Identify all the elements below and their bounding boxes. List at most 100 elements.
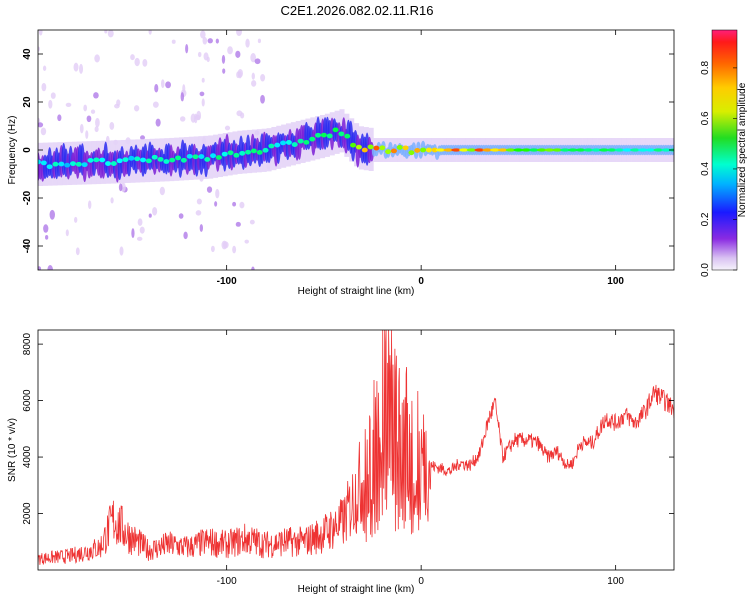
ridge-core-mark (591, 148, 602, 152)
ridge-core-mark (598, 148, 609, 152)
ridge-core-mark (560, 148, 571, 152)
ridge-core-mark (425, 147, 432, 153)
ridge-core-mark (110, 161, 117, 166)
speckle-mark (193, 113, 198, 124)
speckle-mark (235, 50, 241, 58)
ridge-core-mark (431, 147, 438, 153)
ridge-core-mark (204, 157, 211, 162)
speckle-mark (38, 122, 44, 128)
speckle-mark (214, 201, 218, 207)
ridge-core-mark (645, 148, 656, 152)
ridge-core-mark (315, 132, 322, 138)
speckle-mark (137, 218, 143, 226)
speckle-mark (257, 38, 261, 44)
spectrogram-x-ticks: -100 0 100 (217, 30, 624, 287)
speckle-mark (43, 224, 49, 233)
speckle-mark (203, 52, 209, 61)
ridge-core-mark (544, 148, 555, 152)
speckle-mark (50, 92, 56, 99)
speckle-mark (185, 43, 189, 54)
speckle-mark (180, 92, 185, 102)
ridge-core-mark (70, 161, 77, 167)
speckle-mark (79, 123, 84, 134)
speckle-mark (73, 62, 79, 72)
ridge-core-mark (285, 140, 292, 145)
ridge-core-mark (40, 160, 47, 166)
speckle-mark (74, 216, 78, 223)
spectrogram-y-axis-label: Frequency (Hz) (7, 116, 18, 185)
snr-x-tick-label: 100 (607, 576, 624, 587)
speckle-mark (155, 118, 161, 127)
spectrogram-y-tick-label: 40 (22, 48, 33, 60)
speckle-mark (238, 71, 242, 79)
ridge-core-mark (344, 133, 351, 139)
speckle-mark (107, 30, 114, 38)
ridge-core-mark (373, 145, 380, 151)
speckle-mark (119, 246, 124, 256)
ridge-core-mark (583, 148, 594, 152)
speckle-mark (215, 188, 220, 199)
ridge-core-mark (521, 148, 532, 152)
chart-title: C2E1.2026.082.02.11.R16 (281, 3, 434, 18)
speckle-mark (165, 81, 172, 89)
colorbar: 0.0 0.2 0.4 0.6 0.8 Normalized spectral ampl… (700, 29, 748, 277)
speckle-mark (45, 235, 49, 240)
speckle-mark (232, 201, 237, 207)
ridge-core-mark (653, 148, 664, 152)
spectrogram-y-tick-label: 20 (22, 96, 33, 108)
ridge-core-mark (350, 142, 357, 148)
speckle-mark (49, 209, 55, 220)
ridge-core-mark (93, 157, 100, 163)
speckle-mark (42, 65, 47, 71)
snr-x-tick-label: 0 (418, 576, 424, 587)
ridge-core-mark (291, 142, 298, 147)
speckle-mark (142, 58, 148, 67)
ridge-core-mark (385, 149, 392, 155)
ridge-core-mark (163, 159, 170, 164)
colorbar-tick-label: 0.6 (700, 111, 711, 125)
ridge-core-mark (408, 150, 415, 156)
speckle-mark (116, 99, 121, 107)
speckle-mark (118, 183, 123, 192)
speckle-mark (202, 37, 208, 45)
speckle-mark (47, 265, 53, 270)
speckle-mark (260, 94, 265, 104)
speckle-mark (160, 79, 165, 89)
speckle-mark (48, 99, 53, 109)
ridge-core-mark (451, 148, 462, 152)
ridge-core-mark (474, 148, 485, 152)
snr-y-tick-label: 2000 (22, 502, 33, 525)
speckle-mark (178, 213, 184, 219)
ridge-core-mark (140, 157, 147, 163)
speckle-mark (65, 229, 69, 237)
ridge-core-mark (128, 155, 135, 161)
speckle-mark (215, 38, 219, 44)
ridge-core-mark (622, 148, 633, 152)
ridge-core-mark (250, 148, 257, 154)
ridge-core-mark (280, 140, 287, 146)
speckle-mark (38, 46, 40, 52)
speckle-mark (133, 105, 140, 112)
ridge-core-mark (239, 150, 246, 156)
speckle-mark (95, 117, 100, 128)
spectrogram-y-tick-label: -20 (22, 190, 33, 205)
ridge-core-mark (233, 152, 240, 158)
speckle-mark (196, 198, 202, 205)
speckle-mark (109, 122, 115, 130)
speckle-mark (199, 91, 205, 97)
colorbar-tick-label: 0.4 (700, 162, 711, 176)
colorbar-tick-label: 0.0 (700, 263, 711, 277)
speckle-mark (94, 54, 100, 63)
speckle-mark (183, 231, 188, 240)
speckle-mark (254, 58, 261, 65)
ridge-core-mark (262, 147, 269, 153)
ridge-core-mark (458, 148, 469, 152)
ridge-core-mark (482, 148, 493, 152)
ridge-core-mark (361, 147, 368, 153)
ridge-core-mark (215, 155, 222, 160)
ridge-core-mark (192, 154, 199, 160)
speckle-mark (83, 104, 88, 112)
speckle-mark (206, 186, 213, 193)
speckle-mark (40, 127, 47, 136)
